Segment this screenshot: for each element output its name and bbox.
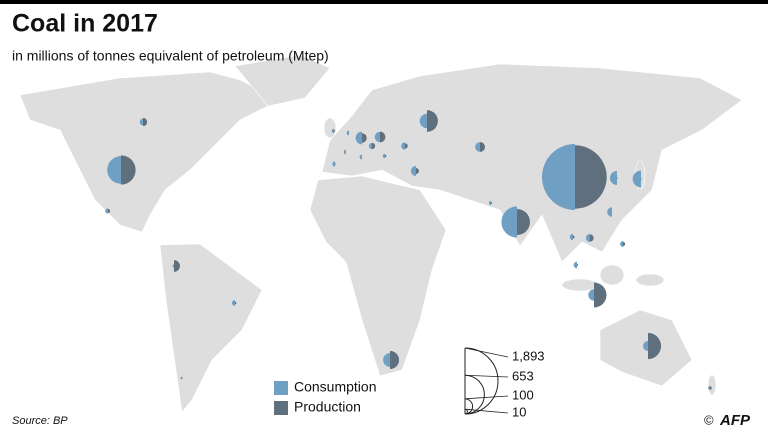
legend-label: Production [294,399,361,415]
bubble-consumption [708,386,710,390]
bubble-production [617,177,618,179]
bubble-consumption [346,130,349,136]
title: Coal in 2017 [12,10,158,38]
bubble-production [174,260,180,272]
size-legend-leader [464,395,509,400]
bubble-consumption [620,241,623,247]
bubble-consumption [355,131,362,145]
bubble-consumption [607,207,612,217]
credit-logo: AFP [719,412,751,429]
bubble-production [121,155,136,185]
bubble-production [594,282,607,308]
bubble-production [648,332,662,360]
bubble-consumption [488,200,491,206]
bubble-consumption [573,261,577,269]
top-bar [0,0,768,4]
bubble-production [372,142,376,150]
bubble-production [710,386,712,390]
bubble-consumption [632,170,641,188]
bubble-consumption [139,118,143,126]
bubble-consumption [401,142,405,150]
bubble-consumption [368,142,372,150]
bubble-production [334,129,336,133]
bubble-consumption [374,131,380,143]
bubble-consumption [107,156,121,184]
bubble-production [641,178,642,180]
legend-swatch [274,401,288,415]
bubble-production [390,350,400,370]
bubble-consumption [180,376,182,380]
bubble-production [573,235,575,239]
size-legend-leader [464,374,509,378]
bubble-production [143,117,148,127]
bubble-consumption [588,289,594,301]
legend-swatch [274,381,288,395]
bubble-consumption [383,353,390,367]
bubble-production [491,201,493,205]
bubble-production [577,263,579,267]
bubble-consumption [331,128,334,134]
bubble-consumption [569,233,573,241]
bubble-production [623,241,626,247]
subtitle: in millions of tonnes equivalent of petr… [12,48,329,64]
size-legend-label: 10 [512,404,526,419]
bubble-production [575,145,607,209]
size-legend-leader [464,408,509,414]
bubble-production [416,168,419,174]
bubble-consumption [542,144,575,210]
size-legend-label: 100 [512,387,534,402]
bubble-production [427,110,438,132]
bubble-consumption [332,161,335,167]
bubble-consumption [609,170,617,186]
size-legend-label: 1,893 [512,348,545,363]
bubble-consumption [501,206,517,238]
bubble-production [385,154,387,158]
bubble-production [335,163,336,165]
legend-label: Consumption [294,379,377,395]
bubble-production [235,301,237,305]
bubble-consumption [475,142,480,152]
bubble-production [517,208,530,236]
source: Source: BP [12,415,68,427]
bubble-consumption [643,341,648,351]
bubble-consumption [343,149,346,155]
bubble-consumption [585,233,590,243]
size-legend-circle [464,374,485,415]
bubble-consumption [382,153,385,159]
bubble-consumption [419,113,427,129]
bubble-production [182,377,183,379]
bubble-consumption [105,208,108,214]
size-legend-leader [464,347,509,358]
size-legend-label: 653 [512,368,534,383]
size-legend-circle [464,398,473,415]
bubble-consumption [172,264,174,268]
world-map [19,54,743,413]
bubble-production [480,141,486,153]
copyright: © [704,412,714,427]
bubble-production [362,133,367,143]
bubble-production [405,143,408,149]
bubble-production [108,208,111,214]
bubble-production [380,131,386,143]
bubble-consumption [410,165,416,177]
bubble-production [590,234,594,242]
bubble-consumption [231,299,235,307]
bubble-consumption [359,154,362,160]
